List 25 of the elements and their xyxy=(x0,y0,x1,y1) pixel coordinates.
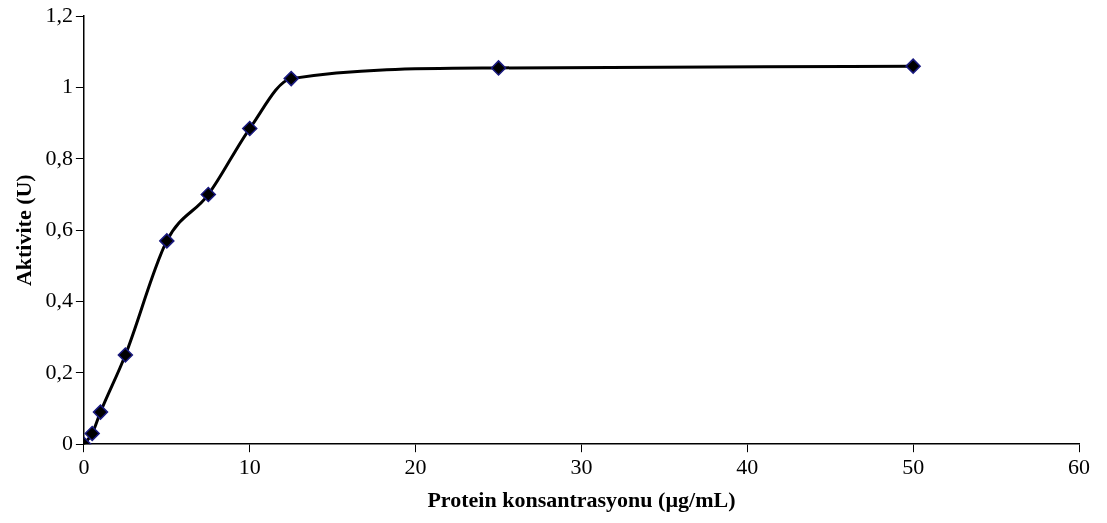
x-tick-label: 60 xyxy=(1068,454,1090,480)
point xyxy=(242,120,258,137)
x-tick-label: 40 xyxy=(736,454,759,480)
point xyxy=(84,425,100,442)
x-tick-label: 50 xyxy=(902,454,925,480)
point xyxy=(490,60,507,76)
x-tick-label: 30 xyxy=(570,454,593,480)
y-tick-label: 1,2 xyxy=(45,1,73,27)
x-tick-label: 20 xyxy=(404,454,427,480)
y-tick-label: 1 xyxy=(61,73,73,99)
x-tick-label: 0 xyxy=(78,454,90,480)
y-tick-label: 0,6 xyxy=(45,215,73,241)
point xyxy=(117,347,134,363)
y-tick-label: 0,2 xyxy=(45,358,73,384)
y-tick-label: 0,8 xyxy=(45,144,73,170)
point xyxy=(92,404,109,420)
y-tick-label: 0 xyxy=(61,429,73,455)
point xyxy=(283,70,299,87)
point xyxy=(905,58,921,74)
point xyxy=(159,233,175,249)
y-axis-title: Aktivite (U) xyxy=(10,174,36,287)
x-axis-title: Protein konsantrasyonu (µg/mL) xyxy=(427,487,736,513)
y-tick-label: 0,4 xyxy=(45,287,73,313)
point xyxy=(200,186,217,203)
x-tick-label: 10 xyxy=(238,454,261,480)
